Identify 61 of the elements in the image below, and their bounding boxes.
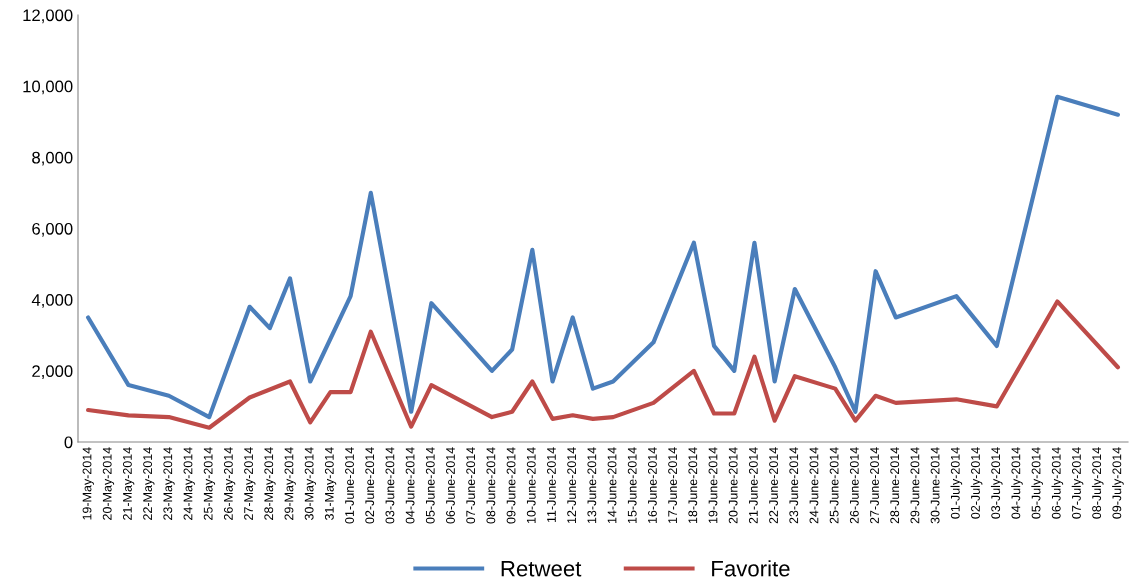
x-tick-label: 09-July-2014	[1112, 447, 1124, 519]
x-tick-label: 11-June-2014	[547, 447, 556, 523]
x-tick-label: 01-July-2014	[950, 447, 963, 519]
x-tick-label: 28-June-2014	[890, 447, 900, 524]
x-tick-label: 28-May-2014	[264, 447, 276, 520]
x-tick-label: 12-June-2014	[567, 447, 577, 524]
x-tick-label: 03-July-2014	[990, 447, 1003, 519]
x-tick-label: 24-May-2014	[183, 447, 195, 520]
x-tick-label: 05-June-2014	[425, 447, 435, 524]
x-tick-label: 10-June-2014	[526, 447, 536, 524]
x-tick-label: 31-May-2014	[324, 447, 337, 521]
legend-label: Retweet	[501, 561, 582, 577]
x-tick-label: 15-June-2014	[627, 447, 637, 524]
y-tick-label: 0	[64, 436, 73, 449]
x-tick-label: 03-June-2014	[385, 447, 395, 524]
x-tick-label: 29-June-2014	[910, 447, 920, 524]
x-tick-label: 25-June-2014	[829, 447, 839, 524]
x-tick-label: 16-June-2014	[647, 447, 657, 524]
x-tick-label: 29-May-2014	[284, 447, 296, 520]
x-tick-label: 22-May-2014	[143, 447, 155, 520]
legend-label: Favorite	[712, 560, 790, 577]
x-tick-label: 19-May-2014	[82, 447, 94, 520]
x-tick-label: 24-June-2014	[809, 447, 819, 524]
x-tick-label: 13-June-2014	[587, 447, 597, 524]
x-tick-label: 23-June-2014	[789, 447, 799, 524]
x-tick-label: 21-June-2014	[748, 447, 758, 524]
x-tick-label: 01-June-2014	[345, 447, 354, 524]
x-tick-label: 04-June-2014	[405, 447, 415, 524]
x-tick-label: 27-June-2014	[870, 447, 879, 524]
x-tick-label: 20-May-2014	[102, 447, 115, 520]
x-tick-label: 23-May-2014	[163, 447, 175, 520]
x-tick-label: 02-June-2014	[365, 447, 375, 524]
y-tick-label: 12,000	[23, 9, 73, 24]
x-tick-label: 06-July-2014	[1051, 447, 1064, 519]
x-tick-label: 30-May-2014	[304, 447, 317, 521]
x-tick-label: 17-June-2014	[668, 447, 678, 524]
x-tick-label: 08-June-2014	[486, 447, 496, 524]
x-tick-label: 09-June-2014	[506, 447, 516, 524]
x-tick-label: 19-June-2014	[708, 447, 718, 524]
x-tick-label: 30-June-2014	[930, 447, 940, 524]
x-tick-label: 26-June-2014	[849, 447, 859, 524]
x-tick-label: 27-May-2014	[244, 447, 256, 520]
x-tick-label: 07-July-2014	[1071, 447, 1084, 519]
x-tick-label: 14-June-2014	[607, 447, 617, 524]
x-tick-label: 26-May-2014	[223, 447, 236, 520]
x-tick-label: 18-June-2014	[688, 447, 698, 524]
x-tick-label: 07-June-2014	[466, 447, 476, 524]
x-tick-label: 05-July-2014	[1031, 447, 1043, 519]
y-tick-label: 8,000	[32, 151, 73, 166]
x-tick-label: 22-June-2014	[769, 447, 778, 524]
x-tick-label: 04-July-2014	[1011, 447, 1023, 519]
x-tick-label: 20-June-2014	[728, 447, 738, 524]
y-tick-label: 4,000	[31, 294, 73, 308]
y-tick-label: 10,000	[23, 80, 73, 95]
y-tick-label: 6,000	[32, 222, 73, 237]
x-tick-label: 02-July-2014	[970, 447, 983, 519]
x-tick-label: 06-June-2014	[446, 447, 455, 524]
x-tick-label: 08-July-2014	[1091, 447, 1104, 519]
x-tick-label: 25-May-2014	[203, 447, 216, 520]
x-tick-label: 21-May-2014	[122, 447, 135, 520]
y-tick-label: 2,000	[32, 365, 73, 380]
